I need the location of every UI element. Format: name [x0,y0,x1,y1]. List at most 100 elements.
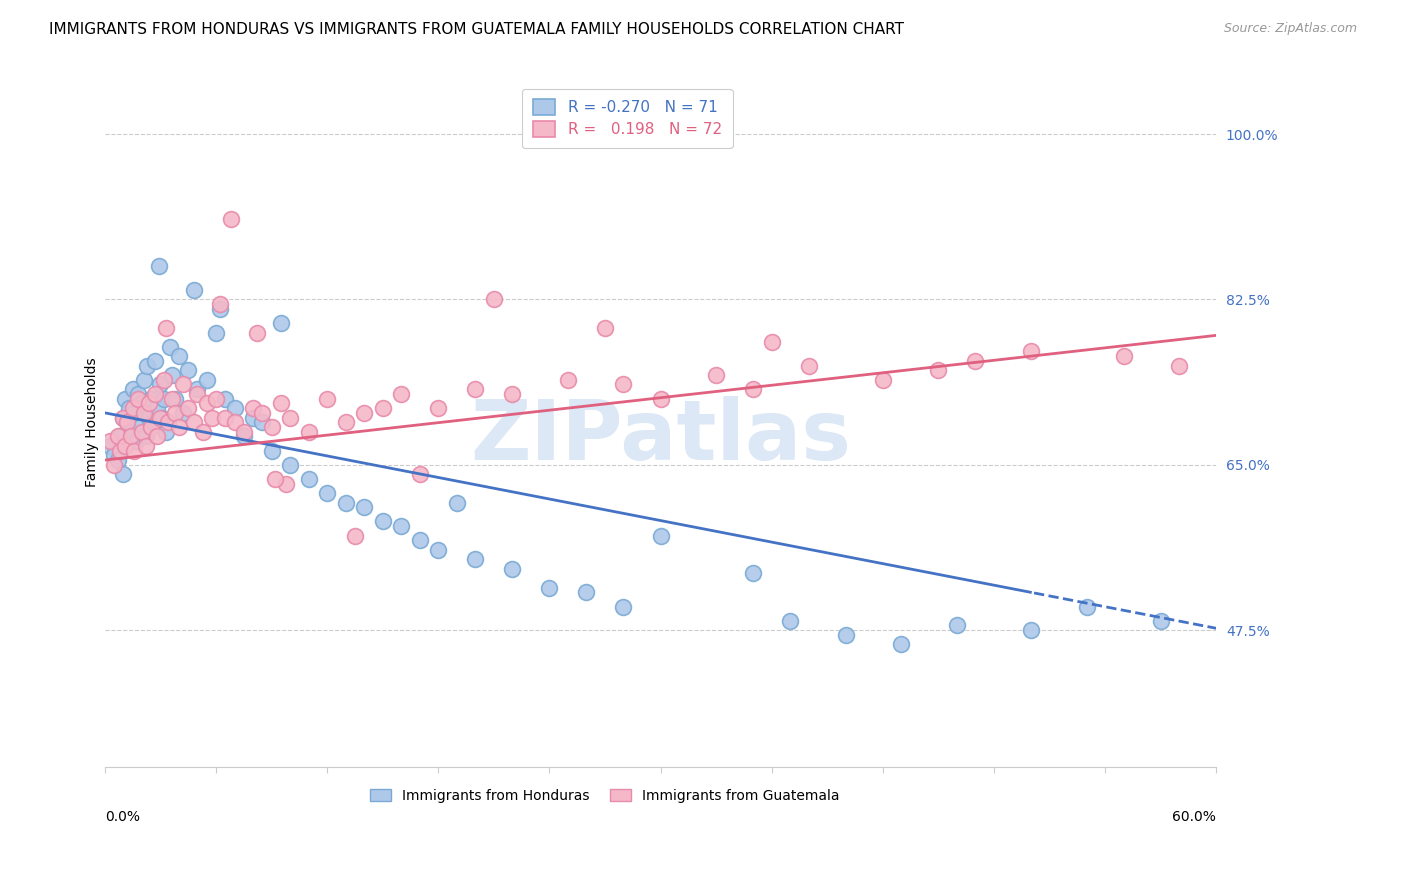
Point [353,500,375,515]
Point [149,410,172,425]
Point [1019,623,1042,637]
Point [114,392,136,406]
Point [167,420,190,434]
Point [464,382,486,396]
Point [260,443,283,458]
Text: 0.0%: 0.0% [105,810,139,823]
Point [252,406,274,420]
Point [153,392,176,406]
Point [155,425,177,439]
Point [121,382,143,396]
Point [297,472,319,486]
Point [335,415,357,429]
Point [464,552,486,566]
Point [124,443,146,458]
Point [143,354,166,368]
Point [107,453,129,467]
Point [501,562,523,576]
Y-axis label: Family Households: Family Households [86,358,100,487]
Point [165,392,187,406]
Point [538,581,561,595]
Point [148,260,170,274]
Point [946,618,969,632]
Point [172,406,194,420]
Point [389,519,412,533]
Point [427,542,450,557]
Point [112,410,135,425]
Point [742,382,765,396]
Point [195,396,218,410]
Point [1076,599,1098,614]
Point [612,599,634,614]
Point [270,396,292,410]
Point [145,401,167,416]
Point [135,429,157,443]
Point [167,349,190,363]
Point [264,472,287,486]
Point [191,425,214,439]
Point [835,628,858,642]
Point [242,410,264,425]
Point [219,212,242,227]
Point [127,392,149,406]
Point [132,373,155,387]
Point [142,415,165,429]
Point [183,283,205,297]
Point [232,429,254,443]
Point [446,495,468,509]
Point [159,340,181,354]
Legend: Immigrants from Honduras, Immigrants from Guatemala: Immigrants from Honduras, Immigrants fro… [364,783,845,808]
Point [103,448,125,462]
Point [120,425,142,439]
Point [145,429,167,443]
Point [276,476,298,491]
Point [316,486,339,500]
Point [575,585,598,599]
Point [160,368,183,382]
Point [872,373,894,387]
Point [650,392,672,406]
Point [120,429,142,443]
Point [704,368,727,382]
Point [343,529,366,543]
Point [270,316,292,330]
Point [335,495,357,509]
Point [131,425,153,439]
Point [150,410,173,425]
Point [779,614,801,628]
Point [742,566,765,581]
Point [108,443,131,458]
Point [371,515,394,529]
Point [100,434,122,449]
Point [214,392,236,406]
Point [482,293,505,307]
Point [132,406,155,420]
Point [260,420,283,434]
Point [103,458,125,472]
Point [297,425,319,439]
Point [100,439,122,453]
Point [138,410,160,425]
Point [1168,359,1191,373]
Point [177,401,200,416]
Point [389,387,412,401]
Point [121,401,143,416]
Point [409,533,432,548]
Point [141,392,163,406]
Point [246,326,269,340]
Point [112,410,135,425]
Point [160,392,183,406]
Point [278,410,301,425]
Point [125,434,148,449]
Point [242,401,264,416]
Point [172,377,194,392]
Point [1112,349,1135,363]
Point [115,415,138,429]
Point [138,396,160,410]
Point [115,415,138,429]
Point [224,401,246,416]
Point [232,425,254,439]
Point [177,363,200,377]
Text: IMMIGRANTS FROM HONDURAS VS IMMIGRANTS FROM GUATEMALA FAMILY HOUSEHOLDS CORRELAT: IMMIGRANTS FROM HONDURAS VS IMMIGRANTS F… [49,22,904,37]
Point [208,301,231,316]
